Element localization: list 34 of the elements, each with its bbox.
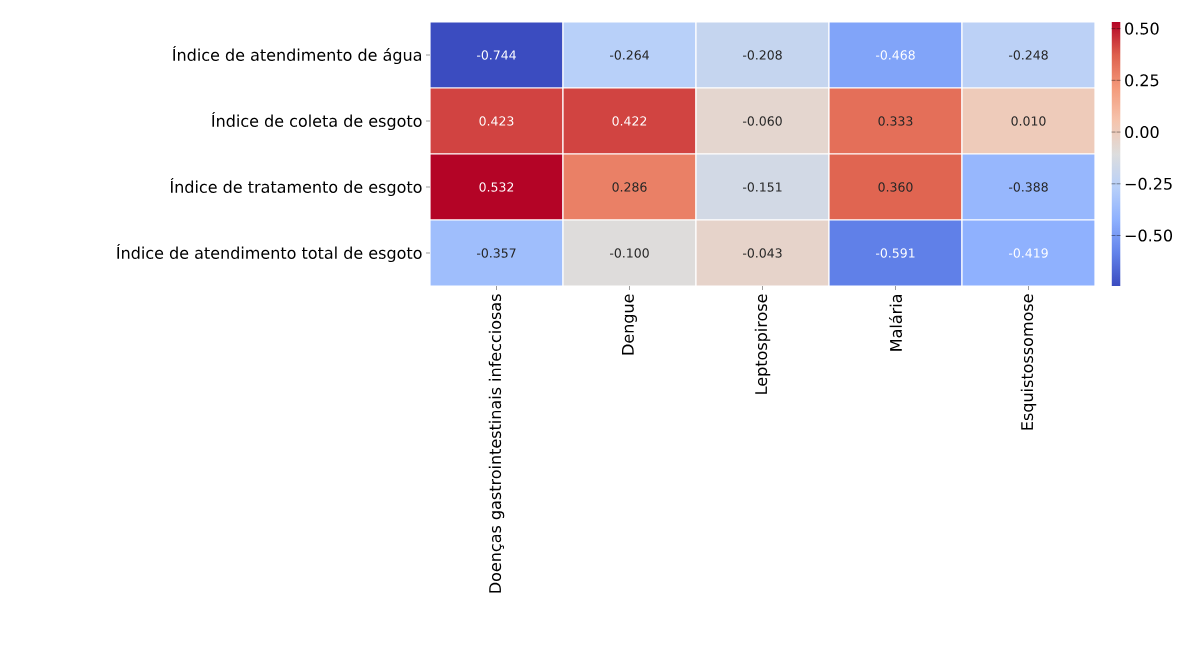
data-label: -0.060	[742, 116, 782, 126]
data-label: -0.151	[742, 182, 782, 192]
data-label: 0.286	[612, 182, 647, 192]
data-label: 0.333	[878, 116, 913, 126]
x-tick-label: Dengue	[622, 294, 637, 355]
color-bar-label: 0.50	[1125, 22, 1159, 35]
y-tick-label: Índice de coleta de esgoto	[212, 111, 422, 131]
data-label: 0.532	[479, 182, 514, 192]
data-label: -0.468	[875, 50, 915, 60]
data-label: 0.010	[1011, 116, 1046, 126]
data-label: -0.100	[609, 248, 649, 258]
color-bar-label: 0.25	[1125, 74, 1159, 87]
data-label: -0.043	[742, 248, 782, 258]
color-bar-label: −0.50	[1125, 229, 1173, 242]
y-tick-label: Índice de atendimento de água	[173, 45, 422, 65]
data-label: -0.357	[476, 248, 516, 258]
y-tick-label: Índice de tratamento de esgoto	[170, 177, 422, 197]
x-tick-label: Esquistossomose	[1020, 294, 1037, 430]
color-bar-label: 0.00	[1125, 126, 1159, 139]
data-label: 0.423	[479, 116, 514, 126]
data-label: -0.591	[875, 248, 915, 258]
color-bar-label: −0.25	[1125, 177, 1172, 190]
x-tick-label: Doenças gastrointestinais infecciosas	[488, 294, 505, 593]
data-label: -0.248	[1008, 50, 1048, 60]
data-label: -0.264	[609, 50, 649, 60]
data-label: -0.208	[742, 50, 782, 60]
data-label: -0.419	[1008, 248, 1048, 258]
y-tick-label: Índice de atendimento total de esgoto	[117, 243, 422, 263]
data-label: -0.744	[476, 50, 516, 60]
x-tick-label: Malária	[888, 294, 902, 351]
data-label: 0.422	[612, 116, 647, 126]
x-tick-label: Leptospirose	[754, 294, 771, 394]
data-label: 0.360	[878, 182, 913, 192]
data-label: -0.388	[1008, 182, 1048, 192]
